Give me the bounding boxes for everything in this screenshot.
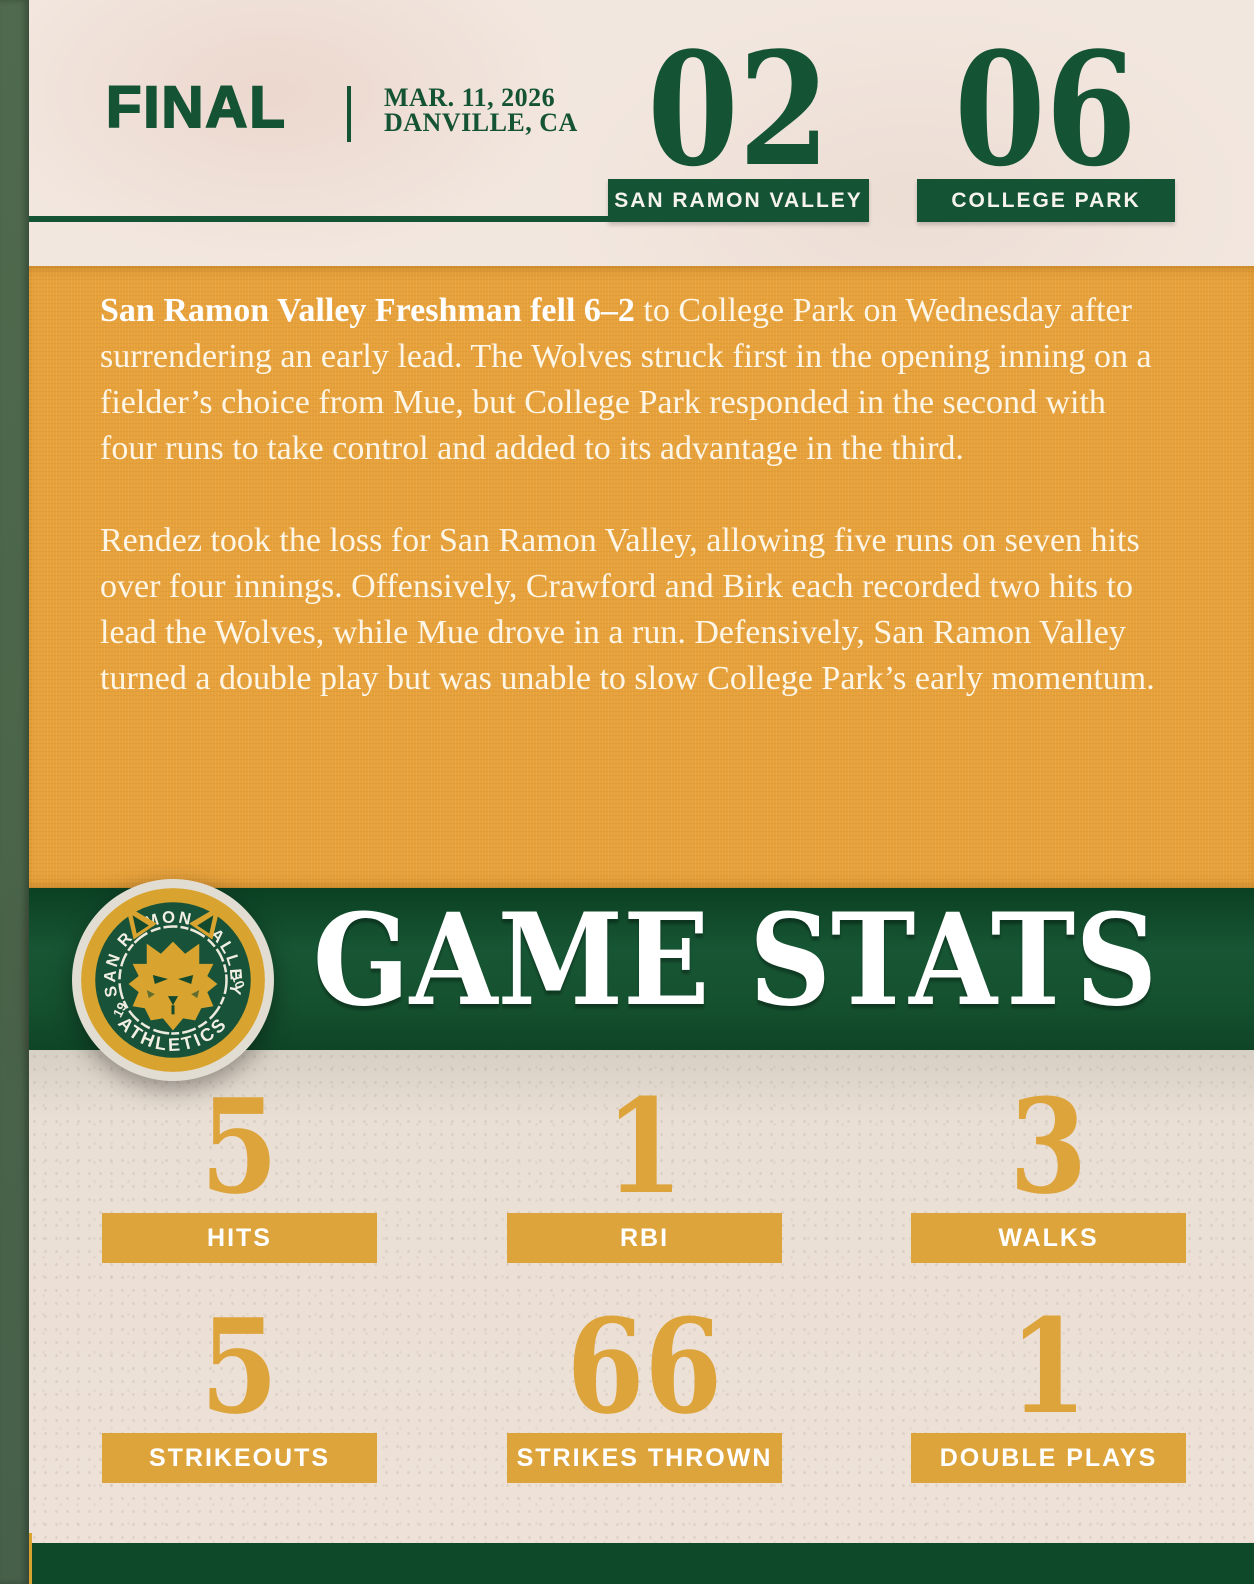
header-divider [347, 86, 351, 142]
badge-year-right: 10 [229, 972, 248, 991]
game-date: MAR. 11, 2026 [384, 83, 556, 112]
stat-rbi-value: 1 [605, 1070, 684, 1223]
recap-lead: San Ramon Valley Freshman fell 6–2 [100, 292, 635, 329]
recap-section: San Ramon Valley Freshman fell 6–2 to Co… [29, 266, 1254, 888]
bottom-gold-accent [29, 1533, 32, 1584]
final-status-label: FINAL [105, 75, 287, 140]
left-edge-band [0, 0, 29, 1584]
stat-hits-label: HITS [102, 1213, 377, 1263]
team-badge-logo: SAN RAMON VALLEY ATHLETICS 19 10 [70, 877, 276, 1083]
stat-double-plays-label: DOUBLE PLAYS [911, 1433, 1186, 1483]
away-team-score: 02 [647, 18, 830, 201]
stat-strikes-thrown-value: 66 [566, 1290, 723, 1443]
stat-walks-value: 3 [1009, 1070, 1088, 1223]
header-rule [29, 216, 614, 222]
stat-strikeouts: 5 STRIKEOUTS [102, 1050, 377, 1490]
bottom-bar [32, 1543, 1254, 1584]
home-team-name: COLLEGE PARK [917, 179, 1175, 222]
recap-paragraph-1: San Ramon Valley Freshman fell 6–2 to Co… [100, 288, 1160, 472]
stat-double-plays: 1 DOUBLE PLAYS [911, 1050, 1186, 1490]
badge-inner-circle [118, 925, 228, 1035]
stat-walks-label: WALKS [911, 1213, 1186, 1263]
team-badge-svg: SAN RAMON VALLEY ATHLETICS 19 10 [72, 879, 274, 1081]
game-location: DANVILLE, CA [384, 108, 578, 137]
header-section: FINAL MAR. 11, 2026 DANVILLE, CA 02 SAN … [29, 0, 1254, 266]
wolf-mascot-icon [125, 905, 221, 1031]
badge-year-left: 19 [110, 1000, 130, 1020]
stats-section: 5 HITS 1 RBI 3 WALKS 5 STRIKEOUTS 66 STR… [29, 1050, 1254, 1543]
stat-strikeouts-value: 5 [200, 1290, 279, 1443]
stat-strikes-thrown: 66 STRIKES THROWN [507, 1050, 782, 1490]
away-team-name: SAN RAMON VALLEY [608, 179, 869, 222]
stat-double-plays-value: 1 [1009, 1290, 1088, 1443]
stat-rbi: 1 RBI [507, 1050, 782, 1490]
stat-rbi-label: RBI [507, 1213, 782, 1263]
stat-hits-value: 5 [200, 1070, 279, 1223]
date-location: MAR. 11, 2026 DANVILLE, CA [384, 83, 578, 137]
stat-walks: 3 WALKS [911, 1050, 1186, 1490]
recap-paragraph-2: Rendez took the loss for San Ramon Valle… [100, 522, 1155, 697]
home-team-score: 06 [954, 18, 1138, 201]
recap-paragraph-1-rest: to College Park on Wednesday after surre… [100, 292, 1152, 467]
stat-strikeouts-label: STRIKEOUTS [102, 1433, 377, 1483]
game-stats-title: GAME STATS [312, 886, 1158, 1034]
stat-strikes-thrown-label: STRIKES THROWN [507, 1433, 782, 1483]
stat-hits: 5 HITS [102, 1050, 377, 1490]
recap-text: San Ramon Valley Freshman fell 6–2 to Co… [100, 288, 1160, 748]
